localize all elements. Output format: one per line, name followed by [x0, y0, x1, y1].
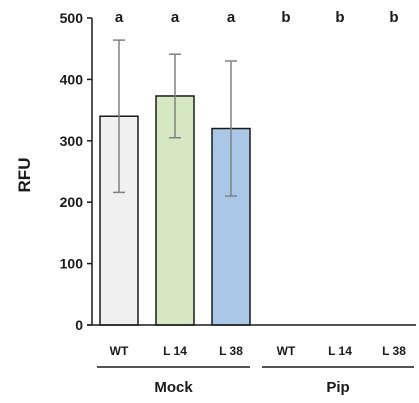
error-bars [113, 39, 237, 197]
error-bar [113, 39, 125, 194]
bars [99, 95, 251, 326]
group-label: Mock [154, 379, 193, 396]
x-category-label: L 14 [328, 344, 352, 358]
x-axis-groups: Mock Pip [97, 366, 414, 396]
x-category-label: WT [277, 344, 296, 358]
x-axis-categories: WT L 14 L 38 WT L 14 L 38 [110, 344, 407, 358]
y-tick-label: 100 [60, 256, 84, 272]
x-category-label: L 38 [382, 344, 406, 358]
significance-letter: a [115, 9, 124, 26]
x-category-label: L 38 [219, 344, 243, 358]
significance-letter: a [227, 9, 236, 26]
axes [87, 18, 416, 326]
y-tick-label: 400 [60, 71, 84, 87]
group-label: Pip [326, 379, 349, 396]
y-tick-label: 300 [60, 133, 84, 149]
significance-letter: b [281, 9, 290, 26]
y-tick-label: 0 [75, 317, 83, 333]
significance-letter: a [171, 9, 180, 26]
y-axis-ticks: 0 100 200 300 400 500 [60, 10, 92, 333]
x-category-label: L 14 [163, 344, 187, 358]
y-tick-label: 500 [60, 10, 84, 26]
significance-letter: b [389, 9, 398, 26]
x-category-label: WT [110, 344, 129, 358]
significance-letter: b [335, 9, 344, 26]
error-bar [169, 53, 181, 139]
y-tick-label: 200 [60, 194, 84, 210]
error-bar [225, 60, 237, 197]
y-axis-label: RFU [15, 158, 34, 193]
